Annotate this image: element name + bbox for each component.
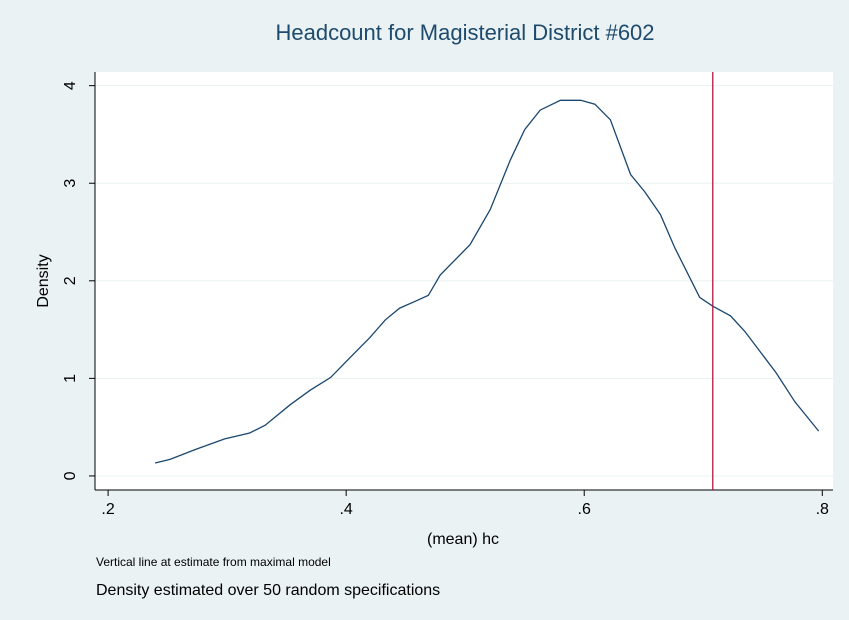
y-tick-label: 0 [62,471,79,480]
x-axis-label: (mean) hc [427,531,499,548]
y-axis-label: Density [35,254,52,307]
note: Density estimated over 50 random specifi… [96,582,440,599]
x-tick-label: .6 [578,501,591,518]
note: Vertical line at estimate from maximal m… [96,555,331,569]
chart-title: Headcount for Magisterial District #602 [275,20,654,45]
y-tick-label: 3 [62,179,79,188]
x-tick-label: .4 [339,501,352,518]
x-tick-label: .8 [816,501,829,518]
x-tick-label: .2 [101,501,114,518]
y-tick-label: 1 [62,374,79,383]
y-tick-label: 4 [62,81,79,90]
y-tick-label: 2 [62,276,79,285]
